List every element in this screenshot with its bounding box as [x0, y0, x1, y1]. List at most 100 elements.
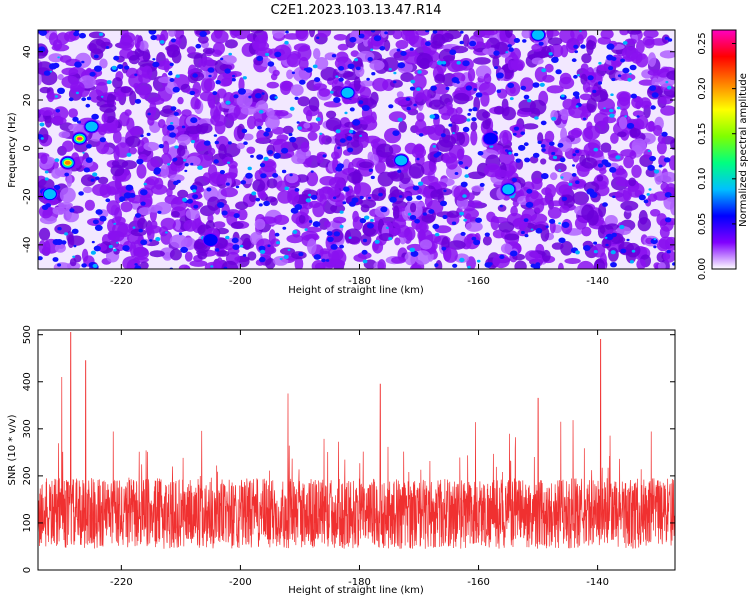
heatmap-cell [40, 153, 48, 165]
heatmap-cell [501, 106, 516, 121]
heatmap-cell [512, 60, 524, 71]
heatmap-cell [229, 30, 239, 39]
heatmap-cell [523, 94, 530, 100]
heatmap-cell [370, 48, 374, 51]
x-tick-label: -180 [348, 577, 371, 588]
heatmap-y-ticks: -40 -20 0 20 40 [22, 45, 675, 253]
heatmap-cell [333, 216, 347, 224]
heatmap-cell [328, 259, 346, 269]
heatmap-cell [129, 90, 137, 106]
heatmap-cell [72, 255, 76, 258]
heatmap-cell [312, 202, 325, 218]
heatmap-cell [298, 56, 309, 71]
heatmap-cell [646, 193, 650, 196]
heatmap-cell [283, 254, 289, 260]
heatmap-cell [609, 167, 617, 173]
heatmap-cell [580, 44, 586, 49]
heatmap-cell [86, 96, 92, 101]
heatmap-cell [318, 88, 331, 97]
heatmap-cell [599, 167, 607, 175]
heatmap-cell [442, 214, 448, 220]
heatmap-cell [473, 239, 481, 246]
heatmap-cell [512, 132, 517, 136]
heatmap-cell [379, 46, 386, 51]
heatmap-cell [559, 157, 566, 163]
heatmap-cell [38, 227, 51, 241]
heatmap-cell [470, 129, 478, 146]
heatmap-cell [198, 123, 213, 134]
heatmap-cell [370, 175, 375, 180]
heatmap-cell [453, 92, 470, 105]
heatmap-cell [511, 47, 521, 61]
heatmap-cell [419, 239, 433, 250]
heatmap-cell [629, 72, 632, 75]
heatmap-cell [456, 61, 461, 65]
heatmap-cell [650, 238, 658, 245]
heatmap-cell [143, 182, 147, 186]
snr-panel: -220 -200 -180 -160 -140 0 100 200 300 400 500 He… [7, 325, 676, 596]
heatmap-cell [665, 236, 675, 251]
heatmap-cell [125, 184, 134, 191]
heatmap-cell [208, 74, 212, 78]
heatmap-cell [520, 131, 525, 135]
heatmap-cell [141, 65, 153, 79]
heatmap-cell [261, 92, 265, 95]
heatmap-cell [261, 160, 276, 168]
heatmap-cell [353, 76, 361, 92]
heatmap-cell [338, 66, 345, 71]
heatmap-cell [267, 61, 275, 67]
heatmap-cell [529, 99, 547, 115]
heatmap-cell [256, 129, 267, 142]
heatmap-cell [371, 72, 376, 76]
heatmap-cell [52, 206, 66, 215]
x-tick-label: -220 [110, 577, 133, 588]
heatmap-cell [194, 154, 213, 169]
heatmap-cell [593, 147, 599, 152]
heatmap-cell [286, 53, 301, 68]
heatmap-cell [349, 36, 357, 43]
heatmap-cell [659, 226, 670, 239]
heatmap-cell [575, 250, 580, 255]
heatmap-cell [213, 159, 219, 164]
heatmap-cell [241, 128, 248, 134]
heatmap-cell [140, 201, 146, 206]
heatmap-cell [638, 194, 646, 201]
heatmap-cell [352, 119, 361, 126]
heatmap-cell [272, 69, 280, 77]
heatmap-cell [371, 30, 376, 33]
heatmap-cell [38, 30, 41, 33]
colorbar-tick-label: 0.10 [697, 168, 708, 190]
heatmap-cell [260, 173, 267, 179]
heatmap-cell [561, 196, 568, 201]
heatmap-cell [246, 115, 257, 130]
heatmap-cell [608, 247, 619, 262]
heatmap-cell [400, 72, 414, 83]
heatmap-cell [225, 100, 231, 105]
heatmap-cell [281, 80, 292, 89]
heatmap-cell [294, 188, 300, 192]
heatmap-cell [97, 176, 109, 185]
heatmap-cell [404, 142, 418, 155]
heatmap-cell [592, 243, 606, 258]
heatmap-cell [400, 51, 407, 56]
heatmap-cell [281, 147, 289, 154]
heatmap-cell [470, 121, 478, 132]
heatmap-cell [668, 155, 675, 171]
heatmap-cell [550, 43, 564, 58]
heatmap-cell [541, 148, 546, 152]
heatmap-cell [53, 184, 61, 191]
heatmap-cell [504, 233, 520, 241]
heatmap-cell [304, 228, 308, 231]
heatmap-cell [415, 87, 421, 91]
heatmap-cell [83, 167, 91, 173]
heatmap-cell [258, 203, 263, 207]
heatmap-cell [540, 158, 547, 165]
heatmap-cell [424, 195, 433, 208]
heatmap-cell [272, 30, 285, 39]
heatmap-cell [587, 139, 601, 151]
heatmap-cell [664, 217, 672, 223]
heatmap-cell [239, 244, 244, 248]
heatmap-cell [99, 58, 108, 69]
heatmap-cell [518, 144, 526, 151]
heatmap-cell [315, 117, 321, 122]
